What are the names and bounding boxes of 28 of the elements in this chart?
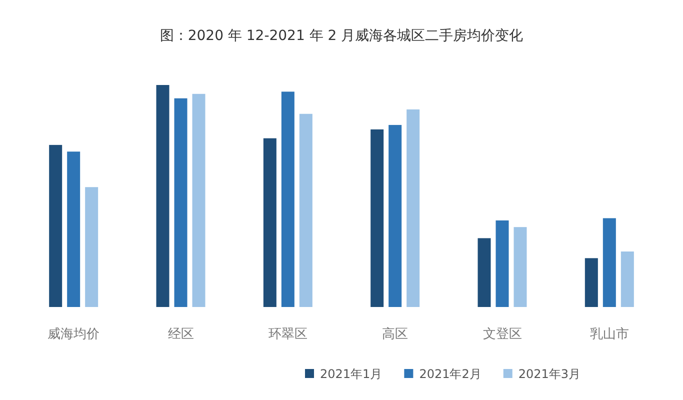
bar <box>388 124 402 307</box>
bar <box>67 152 80 307</box>
bar <box>478 238 491 307</box>
bar <box>49 144 62 307</box>
legend-label: 2021年1月 <box>320 367 382 381</box>
bar <box>584 258 598 307</box>
bar <box>602 218 616 307</box>
bar <box>514 227 527 307</box>
legend-label: 2021年2月 <box>419 367 482 381</box>
legend-label: 2021年3月 <box>518 367 581 381</box>
x-tick-label: 经区 <box>168 327 194 342</box>
x-tick-label: 威海均价 <box>48 327 100 342</box>
bar <box>496 220 509 307</box>
bar <box>281 92 294 307</box>
bar <box>192 94 206 307</box>
x-tick-label: 乳山市 <box>590 327 629 342</box>
bar <box>263 138 276 307</box>
bar <box>174 98 188 307</box>
bar <box>370 129 384 307</box>
bar <box>156 85 170 307</box>
x-tick-label: 文登区 <box>482 327 522 342</box>
bar <box>299 114 312 307</box>
bar <box>85 187 98 307</box>
bar <box>406 109 420 307</box>
x-tick-label: 环翠区 <box>268 327 308 342</box>
x-tick-label: 高区 <box>382 326 408 342</box>
chart-title: 图：2020 年 12-2021 年 2 月威海各城区二手房均价变化 <box>160 28 524 44</box>
bar <box>620 252 634 307</box>
